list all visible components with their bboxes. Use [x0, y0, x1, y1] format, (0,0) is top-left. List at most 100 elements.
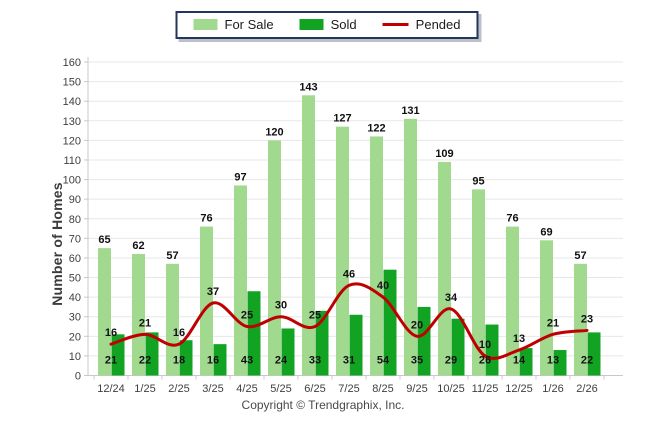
bar-sold [485, 324, 499, 376]
value-label-for-sale: 120 [265, 126, 283, 138]
value-label-for-sale: 97 [234, 171, 246, 183]
bar-for-sale [472, 189, 485, 376]
y-tick-label: 160 [63, 57, 81, 69]
x-tick-label: 4/25 [236, 383, 257, 395]
legend-item-for-sale: For Sale [193, 17, 274, 32]
value-label-for-sale: 95 [472, 175, 484, 187]
y-tick-label: 0 [75, 371, 81, 383]
value-label-sold: 16 [207, 355, 219, 367]
x-tick-label: 2/26 [576, 383, 597, 395]
sold-swatch-icon [299, 19, 324, 30]
value-label-pended: 46 [343, 268, 355, 280]
value-label-sold: 26 [479, 355, 491, 367]
bar-for-sale [234, 185, 247, 376]
y-tick-label: 100 [63, 175, 81, 187]
value-label-sold: 18 [173, 355, 185, 367]
bar-for-sale [404, 118, 417, 376]
bar-for-sale [438, 161, 451, 376]
y-tick-label: 70 [69, 233, 81, 245]
copyright-text: Copyright © Trendgraphix, Inc. [241, 398, 405, 412]
value-label-pended: 25 [241, 310, 253, 322]
bar-for-sale [98, 248, 111, 376]
value-label-for-sale: 76 [200, 213, 212, 225]
value-label-pended: 20 [411, 319, 423, 331]
pended-line [109, 282, 589, 360]
bar-sold [383, 269, 397, 376]
y-tick-label: 150 [63, 77, 81, 89]
value-label-for-sale: 131 [401, 105, 419, 117]
legend-item-sold: Sold [299, 17, 357, 32]
y-tick-label: 120 [63, 135, 81, 147]
y-tick-label: 20 [69, 331, 81, 343]
y-tick-label: 80 [69, 214, 81, 226]
value-label-pended: 40 [377, 280, 389, 292]
y-tick-label: 110 [63, 155, 81, 167]
value-label-sold: 22 [581, 355, 593, 367]
bar-for-sale [166, 263, 179, 376]
value-label-for-sale: 62 [132, 240, 144, 252]
bar-sold [145, 332, 159, 376]
y-tick-label: 90 [69, 194, 81, 206]
value-label-sold: 31 [343, 355, 355, 367]
pended-line-swatch-icon [382, 23, 409, 26]
y-tick-label: 130 [63, 116, 81, 128]
x-tick-label: 2/25 [168, 383, 189, 395]
x-tick-label: 11/25 [472, 383, 499, 395]
value-label-sold: 29 [445, 355, 457, 367]
bar-sold [281, 328, 295, 376]
for-sale-swatch-icon [193, 19, 218, 30]
bar-sold [417, 306, 431, 376]
y-tick-label: 10 [69, 351, 81, 363]
bar-sold [451, 318, 465, 376]
value-label-pended: 34 [445, 292, 458, 304]
x-tick-label: 12/24 [97, 383, 125, 395]
legend-label: For Sale [224, 17, 274, 32]
value-label-sold: 14 [513, 355, 526, 367]
x-tick-label: 6/25 [304, 383, 325, 395]
legend-item-pended: Pended [382, 17, 461, 32]
value-label-pended: 16 [173, 327, 185, 339]
x-tick-label: 1/26 [542, 383, 563, 395]
x-tick-label: 5/25 [270, 383, 291, 395]
value-label-for-sale: 143 [299, 81, 317, 93]
bar-sold [111, 334, 125, 376]
value-label-pended: 23 [581, 313, 593, 325]
value-label-sold: 24 [275, 355, 288, 367]
value-label-pended: 13 [513, 333, 525, 345]
value-label-pended: 25 [309, 310, 321, 322]
value-label-pended: 21 [547, 317, 559, 329]
x-tick-label: 7/25 [338, 383, 359, 395]
bar-sold [179, 340, 193, 376]
bar-sold [315, 310, 329, 376]
bar-sold [519, 348, 533, 376]
y-tick-label: 40 [69, 292, 81, 304]
bar-for-sale [574, 263, 587, 376]
y-tick-label: 60 [69, 253, 81, 265]
bar-for-sale [132, 254, 145, 376]
value-label-for-sale: 109 [435, 148, 453, 160]
bar-for-sale [370, 136, 383, 376]
value-label-pended: 30 [275, 300, 287, 312]
value-label-pended: 37 [207, 286, 219, 298]
bar-for-sale [540, 240, 553, 376]
value-label-pended: 16 [105, 327, 117, 339]
x-tick-label: 1/25 [134, 383, 155, 395]
y-tick-label: 50 [69, 273, 81, 285]
bar-for-sale [302, 95, 315, 376]
value-label-for-sale: 65 [98, 234, 110, 246]
x-tick-label: 10/25 [437, 383, 465, 395]
legend: For Sale Sold Pended [175, 11, 479, 39]
legend-label: Sold [330, 17, 357, 32]
value-label-for-sale: 57 [166, 250, 178, 262]
bar-sold [349, 314, 363, 376]
bar-sold [553, 350, 567, 376]
bar-for-sale [506, 226, 519, 376]
value-label-for-sale: 57 [574, 250, 586, 262]
x-tick-label: 8/25 [372, 383, 393, 395]
bar-for-sale [336, 126, 349, 376]
value-label-sold: 13 [547, 355, 559, 367]
value-label-sold: 35 [411, 355, 423, 367]
bar-sold [247, 291, 261, 376]
value-label-sold: 21 [105, 355, 117, 367]
